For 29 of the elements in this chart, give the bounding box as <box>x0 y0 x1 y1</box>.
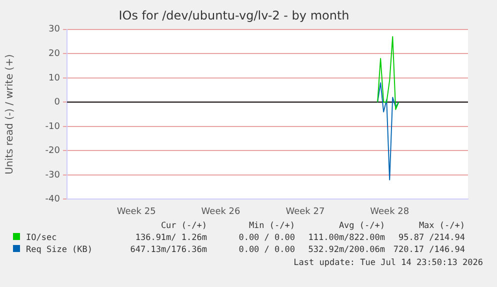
y-tick-label: 30 <box>48 24 60 35</box>
text: Last update: Tue Jul 14 23:50:13 2026 <box>294 258 483 268</box>
text: Avg (-/+) <box>338 220 385 232</box>
y-tick-label: -20 <box>45 146 60 156</box>
y-tick-label: 10 <box>48 73 60 84</box>
legend-label: Req Size (KB) <box>25 244 94 256</box>
text: 532.92m/200.06m <box>307 244 385 256</box>
y-tick-label: -40 <box>45 194 60 205</box>
text: 647.13m/176.36m <box>129 244 207 256</box>
chart-title: IOs for /dev/ubuntu-vg/lv-2 - by month <box>118 8 350 22</box>
text: 720.17 /146.94 <box>392 244 465 256</box>
text: 136.91m/ 1.26m <box>134 232 207 244</box>
text: Cur (-/+) <box>160 220 207 232</box>
y-tick-label: 20 <box>48 49 60 59</box>
text: 0.00 / 0.00 <box>238 232 295 244</box>
text: Max (-/+) <box>418 220 465 232</box>
y-tick-label: 0 <box>54 98 60 108</box>
text: 111.00m/822.00m <box>307 232 385 244</box>
x-tick-label: Week 26 <box>201 206 241 217</box>
text: 95.87 /214.94 <box>397 232 465 244</box>
text: 0.00 / 0.00 <box>238 244 295 256</box>
y-tick-label: -10 <box>45 122 60 132</box>
text: Min (-/+) <box>248 220 295 232</box>
x-tick-label: Week 25 <box>116 206 156 217</box>
legend-label: IO/sec <box>25 232 58 244</box>
y-axis-title: Units read (-) / write (+) <box>4 54 16 174</box>
y-tick-label: -30 <box>45 170 60 180</box>
x-tick-label: Week 28 <box>370 206 410 217</box>
x-tick-label: Week 27 <box>286 206 325 217</box>
